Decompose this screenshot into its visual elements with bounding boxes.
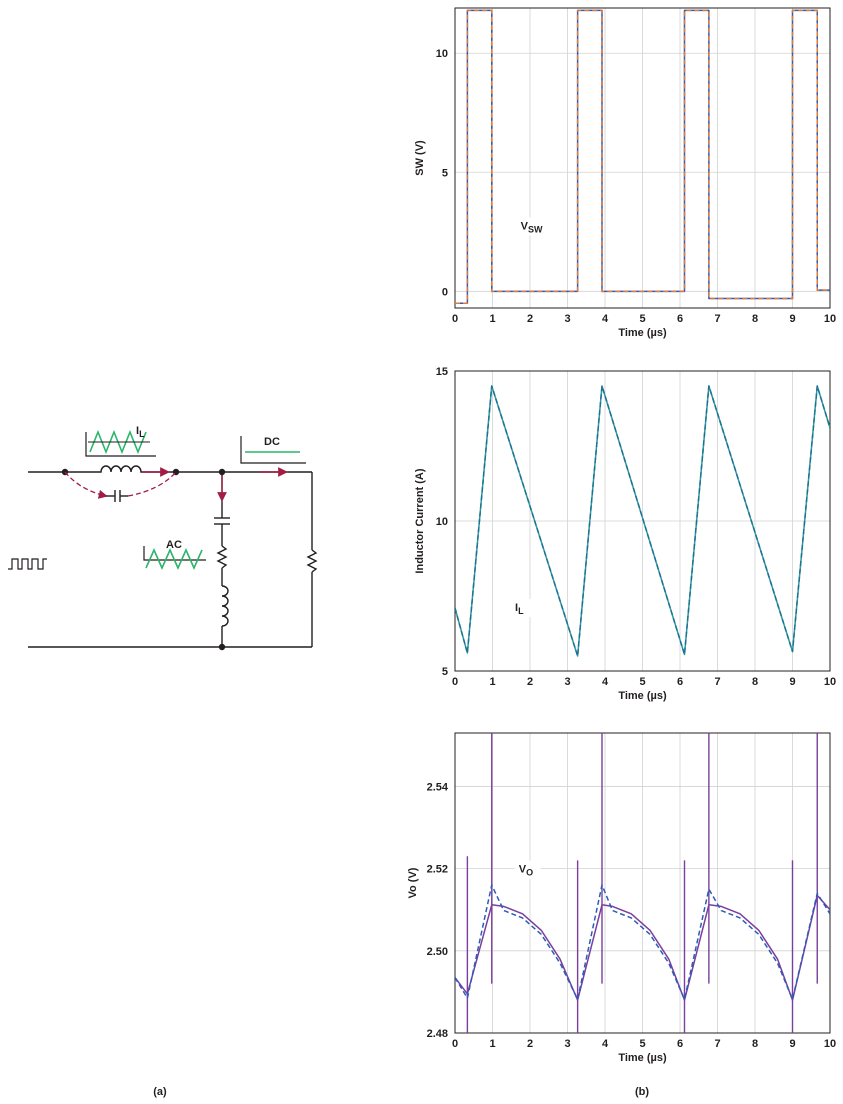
- plot-area: [455, 9, 830, 304]
- plot-frame: [454, 7, 831, 309]
- y-axis-label: Inductor Current (A): [414, 468, 426, 573]
- x-axis-label: Time (µs): [618, 1052, 667, 1064]
- annotation-bg: [516, 217, 543, 236]
- x-axis-label: Time (µs): [618, 327, 667, 339]
- dc-waveform-inset: DC: [240, 436, 306, 464]
- x-tick-label: 10: [824, 313, 836, 325]
- plot-area: [455, 385, 830, 657]
- x-tick-label: 5: [639, 313, 645, 325]
- x-tick-label: 1: [489, 313, 495, 325]
- y-tick-label: 2.50: [427, 946, 448, 958]
- x-tick-label: 6: [677, 1038, 683, 1050]
- circuit-diagram: IL DC AC: [8, 425, 318, 651]
- plot-area: [455, 733, 830, 1033]
- annotation-bg: [511, 599, 537, 617]
- x-tick-label: 4: [602, 313, 609, 325]
- x-tick-label: 3: [564, 313, 570, 325]
- x-tick-label: 7: [714, 313, 720, 325]
- x-tick-label: 7: [714, 676, 720, 688]
- y-tick-label: 15: [436, 366, 448, 378]
- x-tick-label: 10: [824, 676, 836, 688]
- x-tick-label: 0: [452, 313, 458, 325]
- x-tick-label: 2: [527, 313, 533, 325]
- x-tick-label: 2: [527, 1038, 533, 1050]
- inductor-current-chart: 0 1 2 3 4 5 6 7 8 9 10 5 10 15 Time (µs) Inductor Curre…: [414, 366, 836, 702]
- y-tick-label: 0: [442, 286, 448, 298]
- plot-frame: [454, 732, 831, 1034]
- il-label: IL: [136, 425, 145, 439]
- x-tick-label: 2: [527, 676, 533, 688]
- x-tick-label: 3: [564, 676, 570, 688]
- il-waveform-inset: IL: [85, 425, 156, 457]
- y-tick-label: 2.54: [427, 781, 449, 793]
- x-tick-label: 5: [639, 1038, 645, 1050]
- series-line-solid: [455, 894, 830, 1001]
- x-tick-label: 8: [752, 676, 758, 688]
- plot-frame: [454, 370, 831, 672]
- x-tick-label: 1: [489, 676, 495, 688]
- node-dot: [218, 468, 226, 476]
- x-tick-label: 7: [714, 1038, 720, 1050]
- ac-waveform-inset: AC: [143, 539, 206, 570]
- inductor-symbol: [96, 465, 142, 473]
- x-tick-label: 6: [677, 676, 683, 688]
- output-voltage-chart: 0 1 2 3 4 5 6 7 8 9 10 2.48 2.50 2.52 2.54 Time (µs) Vo …: [407, 732, 836, 1064]
- series-line-dashed: [455, 884, 830, 1001]
- y-axis-label: SW (V): [414, 140, 426, 176]
- sw-voltage-chart: 0 1 2 3 4 5 6 7 8 9 10 0 5 10 Time (µs) SW (V) VSW: [414, 7, 836, 339]
- x-axis-label: Time (µs): [618, 690, 667, 702]
- y-axis-label: Vo (V): [407, 867, 419, 898]
- x-tick-label: 10: [824, 1038, 836, 1050]
- parasitic-current-path: [64, 471, 108, 499]
- ac-label: AC: [166, 539, 182, 551]
- x-tick-label: 4: [602, 676, 609, 688]
- x-tick-label: 9: [789, 676, 795, 688]
- y-tick-label: 5: [442, 666, 448, 678]
- x-tick-label: 0: [452, 676, 458, 688]
- dc-label: DC: [264, 436, 280, 448]
- annotation-bg: [514, 860, 541, 879]
- y-tick-label: 5: [442, 167, 448, 179]
- parasitic-current-path: [127, 471, 177, 497]
- x-tick-label: 4: [602, 1038, 609, 1050]
- esr-resistor-symbol: [216, 545, 228, 569]
- node-dot: [218, 643, 226, 651]
- series-line-dashed: [455, 9, 830, 304]
- series-annotation: VSW: [521, 220, 543, 234]
- square-wave-icon: [8, 558, 47, 570]
- esl-inductor-symbol: [221, 585, 229, 627]
- y-tick-label: 2.48: [427, 1028, 448, 1040]
- x-tick-label: 1: [489, 1038, 495, 1050]
- x-tick-label: 3: [564, 1038, 570, 1050]
- x-tick-label: 8: [752, 313, 758, 325]
- load-resistor-symbol: [306, 549, 318, 573]
- x-tick-label: 0: [452, 1038, 458, 1050]
- series-line-dashed: [455, 385, 830, 657]
- y-tick-label: 10: [436, 48, 448, 60]
- caption-a: (a): [153, 1086, 167, 1098]
- series-annotation: IL: [515, 602, 524, 616]
- series-annotation: VO: [519, 864, 533, 878]
- x-tick-label: 5: [639, 676, 645, 688]
- x-tick-label: 9: [789, 313, 795, 325]
- caption-b: (b): [635, 1086, 649, 1098]
- y-tick-label: 2.52: [427, 864, 448, 876]
- x-tick-label: 6: [677, 313, 683, 325]
- x-tick-label: 8: [752, 1038, 758, 1050]
- y-tick-label: 10: [436, 516, 448, 528]
- x-tick-label: 9: [789, 1038, 795, 1050]
